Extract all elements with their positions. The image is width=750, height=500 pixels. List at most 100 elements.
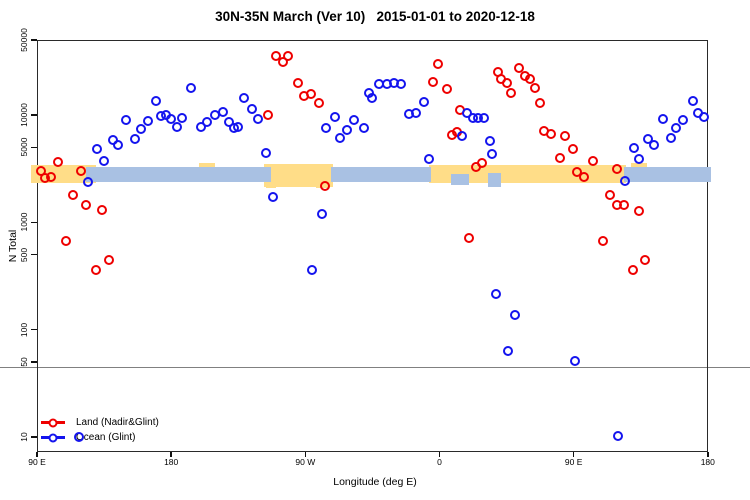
data-point — [514, 62, 525, 73]
reference-line — [0, 366, 750, 369]
legend-marker-line — [41, 418, 65, 427]
data-point — [633, 205, 644, 216]
data-point — [91, 143, 102, 154]
data-point — [349, 114, 360, 125]
data-point — [165, 113, 176, 124]
data-point — [628, 142, 639, 153]
data-point — [633, 153, 644, 164]
expected-band-blue — [488, 172, 501, 188]
data-point — [223, 116, 234, 127]
data-point — [82, 176, 93, 187]
data-point — [410, 107, 421, 118]
expected-band-yellow — [265, 181, 276, 189]
y-axis-tick-label: 50000 — [19, 28, 29, 52]
data-point — [545, 128, 556, 139]
data-point — [319, 181, 330, 192]
data-point — [665, 132, 676, 143]
data-point — [490, 288, 501, 299]
data-point — [612, 163, 623, 174]
x-axis-tick-label: 90 E — [28, 457, 46, 467]
y-axis-tick — [31, 114, 37, 116]
y-axis-tick — [31, 253, 37, 256]
data-point — [433, 58, 444, 69]
data-point — [282, 50, 293, 61]
data-point — [270, 50, 281, 61]
legend-label: Land (Nadir&Glint) — [76, 417, 159, 428]
data-point — [530, 82, 541, 93]
data-point — [150, 95, 161, 106]
y-axis-tick-label: 1000 — [19, 212, 29, 232]
data-point — [293, 77, 304, 88]
data-point — [238, 92, 249, 103]
data-point — [91, 264, 102, 275]
data-point — [648, 139, 659, 150]
data-point — [196, 121, 207, 132]
x-axis-tick — [36, 452, 38, 457]
x-axis-tick-label: 0 — [437, 457, 442, 467]
data-point — [358, 122, 369, 133]
y-axis-tick-label: 100 — [19, 322, 29, 337]
legend-item: Land (Nadir&Glint) — [41, 415, 159, 430]
data-point — [587, 155, 598, 166]
data-point — [246, 103, 257, 114]
data-point — [534, 97, 545, 108]
data-point — [688, 95, 699, 106]
data-point — [103, 254, 114, 265]
data-point — [578, 171, 589, 182]
data-point — [510, 309, 520, 320]
data-point — [334, 132, 345, 143]
data-point — [252, 113, 263, 124]
x-axis-tick — [707, 452, 709, 457]
data-point — [604, 189, 615, 200]
data-point — [202, 116, 213, 127]
data-point — [639, 254, 650, 265]
x-axis-tick-label: 90 W — [295, 457, 316, 467]
data-point — [366, 92, 377, 103]
data-point — [612, 431, 623, 442]
data-point — [135, 124, 146, 134]
data-point — [524, 73, 535, 84]
data-point — [698, 111, 709, 122]
data-point — [305, 88, 316, 99]
data-point — [129, 133, 140, 144]
y-axis-tick-label: 10 — [19, 432, 29, 442]
data-point — [99, 155, 110, 166]
data-point — [423, 153, 434, 164]
expected-band-blue — [330, 166, 431, 183]
data-point — [568, 143, 579, 154]
data-point — [185, 82, 196, 93]
x-axis-title: Longitude (deg E) — [333, 476, 417, 488]
data-point — [502, 345, 513, 356]
x-axis-tick-label: 180 — [164, 457, 179, 467]
data-point — [263, 109, 274, 120]
data-point — [478, 112, 489, 123]
legend-label: Ocean (Glint) — [76, 432, 136, 443]
data-point — [68, 189, 79, 200]
data-point — [501, 77, 512, 88]
data-point — [486, 148, 497, 159]
y-axis-tick — [31, 221, 37, 224]
data-point — [505, 87, 516, 98]
data-point — [477, 157, 488, 168]
data-point — [316, 208, 327, 219]
y-axis-tick-label: 50 — [19, 357, 29, 367]
data-point — [342, 124, 353, 135]
expected-band-yellow — [263, 163, 334, 188]
x-axis-tick-label: 180 — [700, 457, 715, 467]
data-point — [53, 156, 64, 167]
data-point — [73, 431, 84, 442]
legend: Land (Nadir&Glint) Ocean (Glint) — [41, 415, 159, 445]
expected-band-yellow — [198, 163, 216, 167]
data-point — [428, 76, 439, 87]
data-point — [321, 122, 332, 133]
data-point — [171, 121, 182, 132]
data-point — [457, 130, 468, 141]
x-axis-tick — [304, 452, 307, 457]
legend-marker-circle — [48, 418, 58, 427]
data-point — [97, 204, 108, 215]
data-point — [419, 96, 430, 107]
y-axis-tick — [31, 328, 37, 331]
expected-band-blue — [450, 173, 469, 185]
y-axis-tick — [31, 436, 37, 438]
